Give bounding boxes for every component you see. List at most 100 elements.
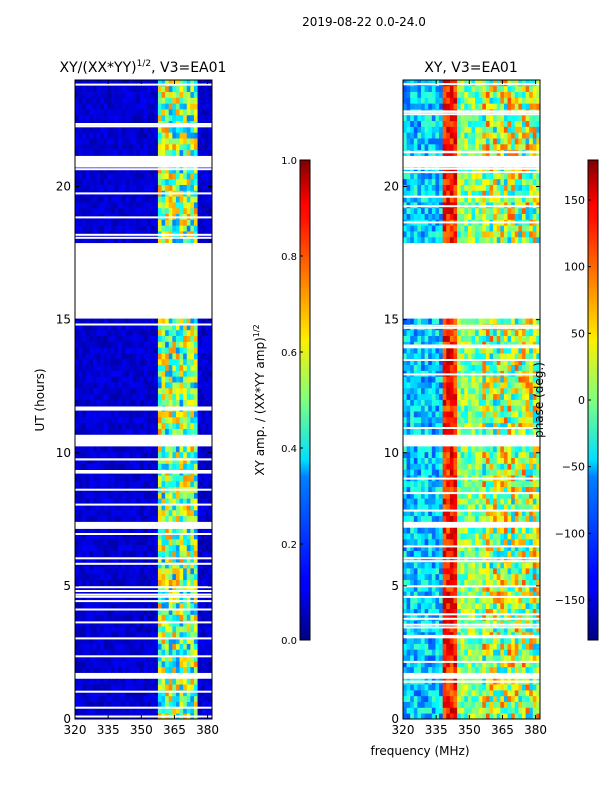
heatmap-cell — [154, 272, 158, 278]
heatmap-cell — [136, 341, 140, 347]
heatmap-cell — [169, 167, 173, 173]
heatmap-cell — [158, 388, 162, 394]
heatmap-cell — [147, 574, 151, 580]
heatmap-cell — [118, 283, 122, 289]
heatmap-cell — [118, 417, 122, 423]
heatmap-cell — [79, 359, 83, 365]
heatmap-cell — [169, 481, 173, 487]
heatmap-cell — [500, 643, 504, 649]
heatmap-cell — [198, 492, 202, 498]
heatmap-cell — [457, 684, 461, 690]
heatmap-cell — [144, 603, 148, 609]
heatmap-cell — [403, 667, 407, 673]
heatmap-cell — [147, 440, 151, 446]
heatmap-cell — [172, 440, 176, 446]
heatmap-cell — [165, 144, 169, 150]
heatmap-cell — [198, 516, 202, 522]
heatmap-cell — [82, 278, 86, 284]
heatmap-cell — [183, 295, 187, 301]
heatmap-cell — [162, 400, 166, 406]
heatmap-cell — [144, 283, 148, 289]
heatmap-cell — [515, 696, 519, 702]
heatmap-cell — [136, 661, 140, 667]
heatmap-cell — [97, 278, 101, 284]
heatmap-cell — [111, 434, 115, 440]
heatmap-cell — [176, 126, 180, 132]
heatmap-cell — [172, 580, 176, 586]
heatmap-cell — [104, 254, 108, 260]
heatmap-cell — [100, 678, 104, 684]
heatmap-cell — [158, 260, 162, 266]
heatmap-cell — [198, 225, 202, 231]
heatmap-cell — [125, 481, 129, 487]
heatmap-cell — [169, 649, 173, 655]
heatmap-cell — [115, 243, 119, 249]
heatmap-cell — [154, 266, 158, 272]
heatmap-cell — [446, 667, 450, 673]
heatmap-cell — [122, 643, 126, 649]
heatmap-cell — [140, 132, 144, 138]
heatmap-cell — [133, 115, 137, 121]
heatmap-cell — [432, 643, 436, 649]
heatmap-cell — [79, 516, 83, 522]
heatmap-cell — [176, 115, 180, 121]
heatmap-cell — [122, 295, 126, 301]
heatmap-cell — [93, 551, 97, 557]
heatmap-cell — [201, 696, 205, 702]
heatmap-cell — [201, 353, 205, 359]
heatmap-cell — [115, 429, 119, 435]
heatmap-cell — [97, 301, 101, 307]
heatmap-cell — [180, 551, 184, 557]
heatmap-cell — [453, 643, 457, 649]
heatmap-cell — [97, 551, 101, 557]
heatmap-cell — [165, 341, 169, 347]
heatmap-cell — [79, 156, 83, 162]
heatmap-cell — [187, 492, 191, 498]
heatmap-cell — [118, 434, 122, 440]
heatmap-cell — [79, 289, 83, 295]
heatmap-cell — [104, 266, 108, 272]
heatmap-cell — [154, 423, 158, 429]
heatmap-cell — [75, 423, 79, 429]
heatmap-cell — [158, 173, 162, 179]
heatmap-cell — [176, 452, 180, 458]
heatmap-cell — [140, 684, 144, 690]
heatmap-cell — [201, 347, 205, 353]
heatmap-cell — [165, 388, 169, 394]
heatmap-cell — [172, 516, 176, 522]
heatmap-cell — [147, 97, 151, 103]
heatmap-cell — [122, 696, 126, 702]
heatmap-cell — [147, 126, 151, 132]
heatmap-cell — [122, 266, 126, 272]
heatmap-cell — [201, 574, 205, 580]
heatmap-cell — [180, 365, 184, 371]
heatmap-cell — [151, 696, 155, 702]
heatmap-cell — [198, 341, 202, 347]
heatmap-cell — [154, 97, 158, 103]
heatmap-cell — [133, 208, 137, 214]
heatmap-cell — [133, 440, 137, 446]
heatmap-cell — [82, 92, 86, 98]
heatmap-cell — [151, 196, 155, 202]
heatmap-cell — [82, 516, 86, 522]
heatmap-cell — [490, 684, 494, 690]
heatmap-cell — [89, 272, 93, 278]
heatmap-cell — [205, 545, 209, 551]
heatmap-cell — [125, 521, 129, 527]
heatmap-cell — [136, 179, 140, 185]
heatmap-cell — [176, 516, 180, 522]
heatmap-cell — [118, 574, 122, 580]
heatmap-cell — [201, 167, 205, 173]
heatmap-cell — [154, 580, 158, 586]
heatmap-cell — [154, 446, 158, 452]
heatmap-cell — [104, 272, 108, 278]
heatmap-cell — [187, 545, 191, 551]
heatmap-cell — [144, 632, 148, 638]
heatmap-cell — [439, 684, 443, 690]
heatmap-cell — [515, 690, 519, 696]
heatmap-cell — [122, 661, 126, 667]
heatmap-cell — [176, 341, 180, 347]
heatmap-cell — [82, 481, 86, 487]
heatmap-cell — [144, 173, 148, 179]
heatmap-cell — [201, 388, 205, 394]
